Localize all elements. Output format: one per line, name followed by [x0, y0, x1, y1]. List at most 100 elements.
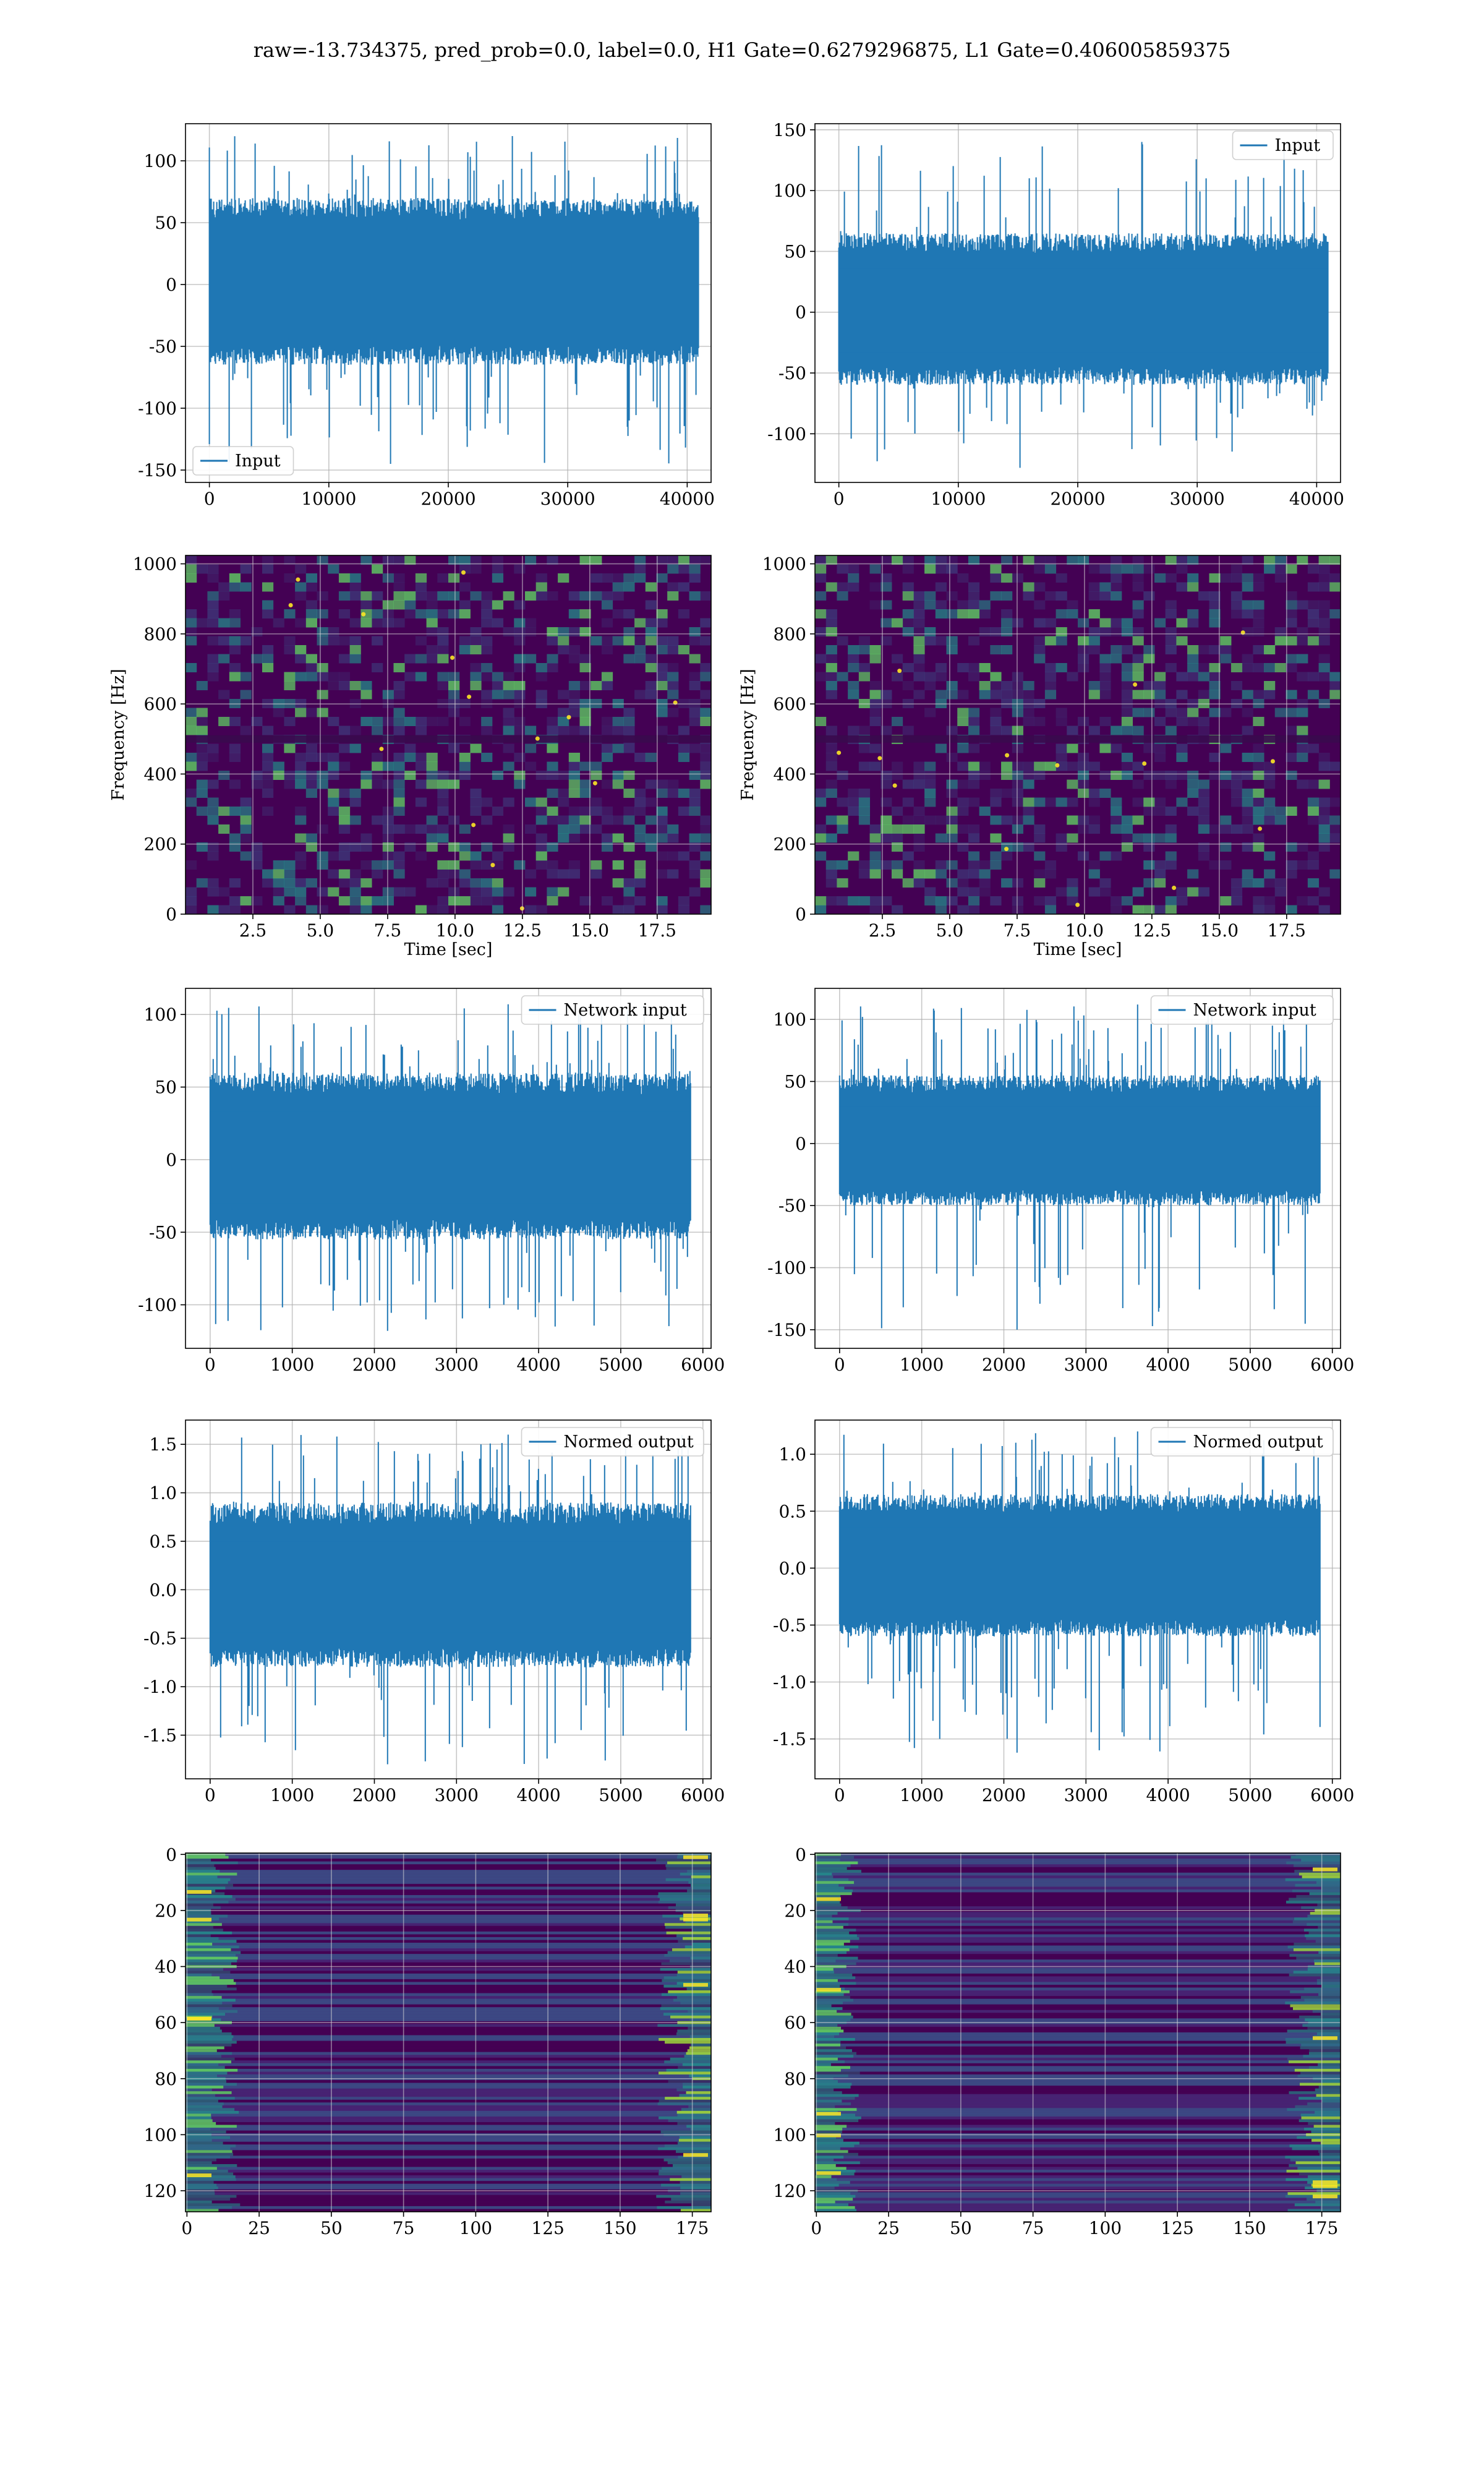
- y-tick-label: 0: [166, 904, 177, 925]
- feature-edge-left: [186, 2086, 224, 2089]
- heatmap-cell: [990, 851, 1002, 861]
- heatmap-cell: [338, 824, 351, 834]
- feature-edge-right: [1321, 2099, 1341, 2103]
- heatmap-cell: [979, 771, 991, 780]
- heatmap-cell: [1121, 824, 1133, 834]
- feature-row: [186, 2004, 711, 2008]
- x-tick-label: 12.5: [503, 920, 542, 941]
- feature-row: [186, 1940, 711, 1943]
- heatmap-cell: [273, 618, 284, 628]
- heatmap-cell: [1143, 690, 1155, 700]
- heatmap-cell: [1286, 842, 1297, 852]
- heatmap-cell: [634, 654, 646, 664]
- heatmap-cell: [372, 779, 383, 789]
- heatmap-cell: [1297, 726, 1308, 735]
- feature-edge-right: [690, 2128, 711, 2131]
- y-tick-label: 20: [784, 1901, 806, 1921]
- feature-row: [815, 2038, 1341, 2041]
- heatmap-cell: [1176, 690, 1188, 700]
- spectrogram-hotspot: [1055, 763, 1060, 768]
- feature-edge-right: [1289, 1898, 1341, 1901]
- heatmap-cell: [913, 636, 925, 646]
- heatmap-cell: [1242, 654, 1253, 664]
- heatmap-cell: [891, 761, 903, 771]
- plot-area: [815, 124, 1341, 482]
- heatmap-cell: [591, 807, 602, 816]
- heatmap-cell: [968, 743, 980, 753]
- heatmap-cell: [623, 842, 635, 852]
- heatmap-cell: [1165, 600, 1177, 610]
- heatmap-cell: [979, 878, 991, 888]
- feature-edge-right: [1300, 2082, 1341, 2086]
- heatmap-cell: [382, 824, 394, 834]
- heatmap-cell: [815, 654, 827, 664]
- heatmap-cell: [1165, 636, 1177, 646]
- heatmap-cell: [568, 627, 580, 636]
- feature-edge-right: [680, 2186, 711, 2190]
- heatmap-cell: [891, 771, 903, 780]
- heatmap-cell: [979, 681, 991, 690]
- heatmap-cell: [913, 842, 925, 852]
- heatmap-cell: [579, 663, 591, 672]
- heatmap-cell: [1176, 564, 1188, 574]
- heatmap-cell: [645, 636, 657, 646]
- heatmap-cell: [1132, 815, 1144, 825]
- heatmap-cell: [667, 779, 679, 789]
- feature-edge-left: [815, 2119, 859, 2123]
- heatmap-cell: [1143, 860, 1155, 870]
- heatmap-cell: [990, 717, 1002, 726]
- feature-hotspot: [1313, 2184, 1337, 2188]
- heatmap-cell: [858, 797, 871, 807]
- feature-row: [815, 1967, 1341, 1971]
- feature-edge-right: [1306, 1937, 1341, 1940]
- heatmap-cell: [837, 860, 848, 870]
- feature-edge-right: [1287, 2029, 1341, 2033]
- feature-row: [815, 1945, 1341, 1949]
- heatmap-cell: [1012, 878, 1023, 888]
- heatmap-cell: [393, 779, 405, 789]
- heatmap-cell: [935, 743, 947, 753]
- heatmap-cell: [492, 681, 504, 690]
- heatmap-cell: [891, 807, 903, 816]
- heatmap-cell: [372, 860, 383, 870]
- heatmap-cell: [1297, 896, 1308, 905]
- heatmap-cell: [1078, 555, 1090, 565]
- heatmap-cell: [196, 618, 208, 628]
- x-tick-label: 125: [1161, 2218, 1193, 2238]
- heatmap-cell: [700, 833, 711, 843]
- y-tick-label: -1.5: [143, 1725, 177, 1745]
- heatmap-cell: [667, 690, 679, 700]
- feature-edge-left: [815, 2052, 857, 2055]
- heatmap-cell: [1264, 815, 1276, 825]
- heatmap-cell: [1264, 869, 1276, 879]
- y-tick-label: -150: [767, 1320, 806, 1340]
- heatmap-cell: [825, 726, 837, 735]
- feature-edge-left: [815, 2046, 846, 2050]
- heatmap-cell: [1318, 887, 1330, 897]
- feature-edge-right: [664, 2144, 711, 2148]
- heatmap-cell: [1286, 690, 1297, 700]
- heatmap-cell: [393, 771, 405, 780]
- chart-row1-right: 0 10000 20000 30000 40000-100-50050100150Inp…: [767, 120, 1344, 509]
- heatmap-cell: [1088, 690, 1100, 700]
- heatmap-cell: [667, 869, 679, 879]
- feature-row: [186, 2172, 711, 2176]
- feature-edge-left: [815, 2004, 832, 2008]
- feature-row: [815, 1928, 1341, 1932]
- heatmap-cell: [979, 600, 991, 610]
- heatmap-cell: [393, 789, 405, 798]
- heatmap-cell: [678, 789, 690, 798]
- heatmap-cell: [437, 591, 449, 601]
- heatmap-cell: [317, 591, 328, 601]
- feature-edge-right: [666, 1931, 711, 1935]
- heatmap-cell: [601, 717, 613, 726]
- feature-row: [186, 2194, 711, 2198]
- y-tick-label: 60: [155, 2013, 177, 2033]
- heatmap-cell: [1099, 654, 1111, 664]
- heatmap-cell: [591, 555, 602, 565]
- feature-row: [815, 1878, 1341, 1881]
- heatmap-cell: [957, 842, 969, 852]
- heatmap-cell: [229, 779, 241, 789]
- heatmap-cell: [935, 600, 947, 610]
- feature-edge-left: [815, 2175, 832, 2179]
